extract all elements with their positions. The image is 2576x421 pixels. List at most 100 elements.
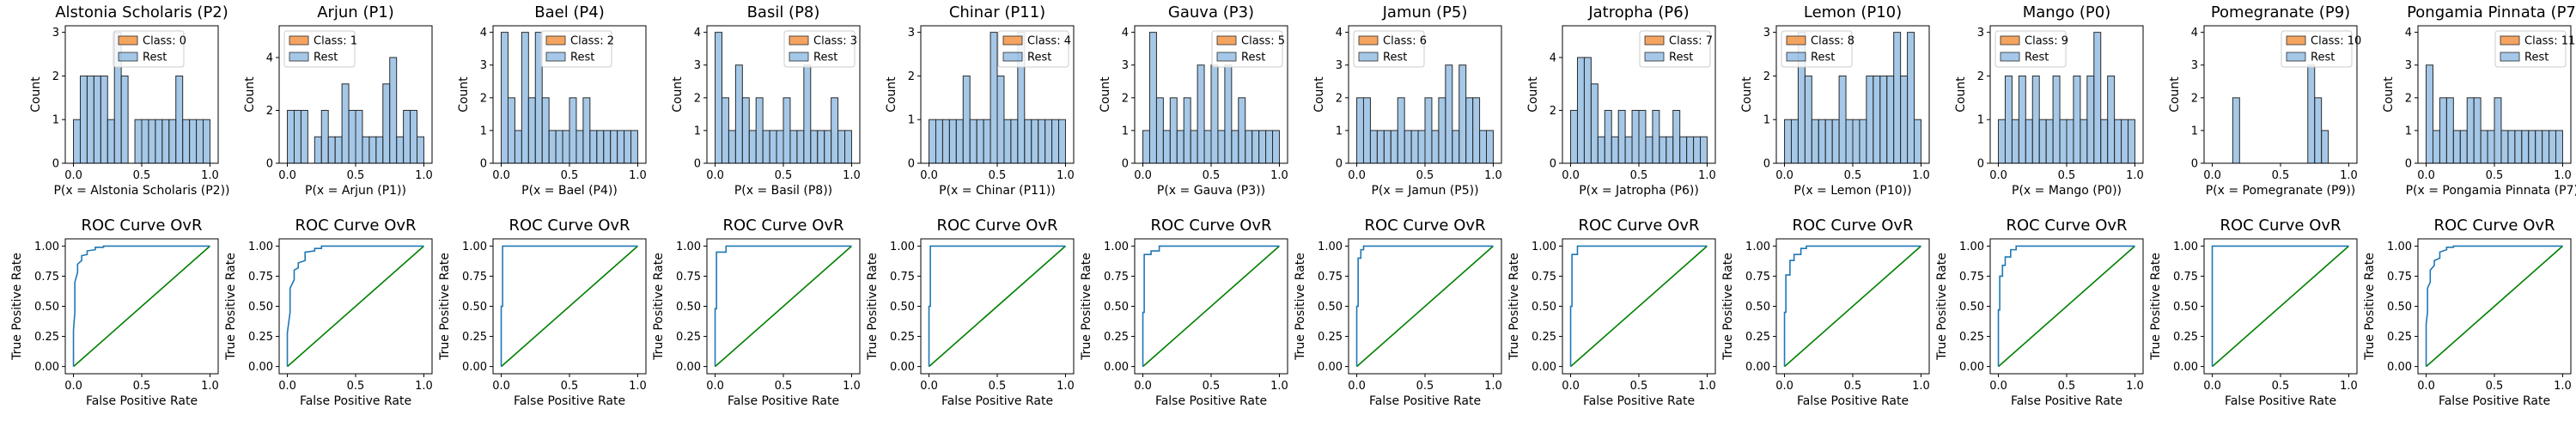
x-tick-label: 0.5 [775, 169, 793, 182]
y-axis-label: Count [1099, 76, 1112, 113]
y-tick-label: 2 [2405, 92, 2412, 105]
hist-bar [721, 97, 729, 164]
hist-bar [375, 136, 384, 164]
hist-bar [1652, 109, 1660, 164]
x-axis-label: P(x = Chinar (P11)) [939, 184, 1056, 198]
x-tick-label: 1.0 [2126, 380, 2144, 393]
roc-curve [286, 245, 424, 367]
chance-line [2426, 245, 2563, 368]
x-axis-label: P(x = Mango (P0)) [2012, 184, 2122, 198]
legend-label-class: Class: 1 [314, 35, 357, 48]
roc-curve [1142, 245, 1280, 367]
hist-bar [1859, 119, 1867, 164]
roc-panel-3: ROC Curve OvR 0.0 0.5 1.0 0.00 0.25 0.50 0.75 1.… [652, 217, 861, 408]
x-tick-label: 0.5 [2058, 380, 2076, 393]
y-tick-label: 1 [1122, 125, 1129, 137]
hist-bar [1907, 32, 1915, 164]
panel-title: Basil (P8) [747, 3, 820, 21]
x-tick-label: 0.5 [775, 380, 793, 393]
hist-bar [1404, 130, 1412, 164]
hist-bar [1251, 130, 1260, 164]
hist-bar [1245, 130, 1253, 164]
legend-label-rest: Rest [1811, 52, 1835, 64]
hist-bar [1886, 75, 1895, 164]
hist-bar [155, 119, 163, 164]
hist-bar [1438, 97, 1446, 164]
legend: Class: 0 Rest [113, 30, 186, 68]
roc-curve [2211, 245, 2349, 367]
y-axis-label: True Positive Rate [224, 253, 238, 361]
hist-bar [803, 64, 812, 164]
hist-bar [1672, 109, 1681, 164]
y-tick-label: 0 [480, 158, 487, 171]
y-tick-label: 0.75 [248, 271, 273, 284]
panel-title: Lemon (P10) [1804, 3, 1902, 21]
y-tick-label: 0 [266, 158, 273, 171]
panel-title: Bael (P4) [534, 3, 605, 21]
hist-bar [341, 83, 350, 164]
hist-bar [527, 97, 536, 164]
hist-bar [2439, 97, 2447, 164]
hist-bar [1838, 75, 1847, 164]
hist-bar [1445, 64, 1453, 164]
y-axis-label: True Positive Rate [1294, 253, 1307, 361]
hist-bar [2473, 97, 2482, 164]
hist-bar [507, 97, 515, 164]
hist-bar [1051, 119, 1060, 164]
y-tick-label: 1 [1763, 114, 1770, 127]
hist-panel-6: Jamun (P5) 0.0 0.5 1.0 0 1 2 3 4 P(x = Jamun (P5)… [1312, 3, 1502, 198]
x-tick-label: 1.0 [1270, 169, 1288, 182]
panel-title: ROC Curve OvR [1364, 217, 1485, 235]
x-tick-label: 0.0 [278, 169, 296, 182]
hist-bar [555, 130, 563, 164]
legend-label-class: Class: 2 [570, 35, 614, 48]
legend-label-class: Class: 4 [1027, 35, 1071, 48]
legend-label-rest: Rest [1027, 52, 1051, 64]
y-tick-label: 0.25 [2173, 331, 2198, 344]
panel-title: ROC Curve OvR [2433, 217, 2555, 235]
hist-panel-0: Alstonia Scholaris (P2) 0.0 0.5 1.0 0 1 2 3 P(x … [29, 3, 230, 198]
y-axis-label: Count [671, 76, 685, 113]
hist-bar [1852, 119, 1860, 164]
x-axis-label: False Positive Rate [514, 394, 625, 408]
y-tick-label: 0.25 [1532, 331, 1556, 344]
y-tick-label: 0.75 [1959, 271, 1984, 284]
hist-bar [1479, 130, 1488, 164]
y-tick-label: 1 [1336, 125, 1343, 137]
hist-bar [1155, 97, 1164, 164]
hist-bar [2107, 75, 2116, 164]
hist-bar [2549, 130, 2557, 164]
x-tick-label: 1.0 [2554, 380, 2572, 393]
x-tick-label: 0.5 [1844, 169, 1862, 182]
y-tick-label: 2 [1336, 92, 1343, 105]
hist-bar [1583, 57, 1592, 164]
y-tick-label: 1.00 [2173, 241, 2198, 253]
x-tick-label: 0.0 [920, 169, 938, 182]
hist-bar [1597, 136, 1605, 164]
hist-bar [161, 119, 170, 164]
y-tick-label: 0.50 [1532, 301, 1556, 314]
x-tick-label: 1.0 [1912, 380, 1930, 393]
hist-bar [1617, 109, 1626, 164]
y-tick-label: 0.50 [2387, 301, 2412, 314]
hist-bar [2521, 130, 2530, 164]
y-tick-label: 0.75 [2173, 271, 2198, 284]
x-tick-label: 1.0 [2340, 169, 2358, 182]
hist-panel-7: Jatropha (P6) 0.0 0.5 1.0 0 2 4 P(x = Jatropha … [1526, 3, 1716, 198]
x-axis-label: False Positive Rate [2225, 394, 2336, 408]
hist-bar [2073, 75, 2081, 164]
hist-bar [1486, 130, 1494, 164]
hist-panel-10: Pomegranate (P9) 0.0 0.5 1.0 0 1 2 3 4 P(x = Pome… [2168, 3, 2361, 198]
x-axis-label: P(x = Jatropha (P6)) [1579, 184, 1699, 198]
x-tick-label: 1.0 [1698, 169, 1716, 182]
x-tick-label: 1.0 [1057, 169, 1075, 182]
y-tick-label: 1 [694, 125, 701, 137]
chance-line [73, 245, 210, 368]
x-axis-label: P(x = Gauva (P3)) [1157, 184, 1265, 198]
y-tick-label: 0.50 [890, 301, 915, 314]
hist-bar [2031, 75, 2040, 164]
hist-panel-1: Arjun (P1) 0.0 0.5 1.0 0 2 4 P(x = Arjun (P1)) C… [243, 3, 433, 198]
x-axis-label: False Positive Rate [941, 394, 1053, 408]
x-tick-label: 0.0 [1562, 380, 1580, 393]
hist-bar [1217, 130, 1226, 164]
